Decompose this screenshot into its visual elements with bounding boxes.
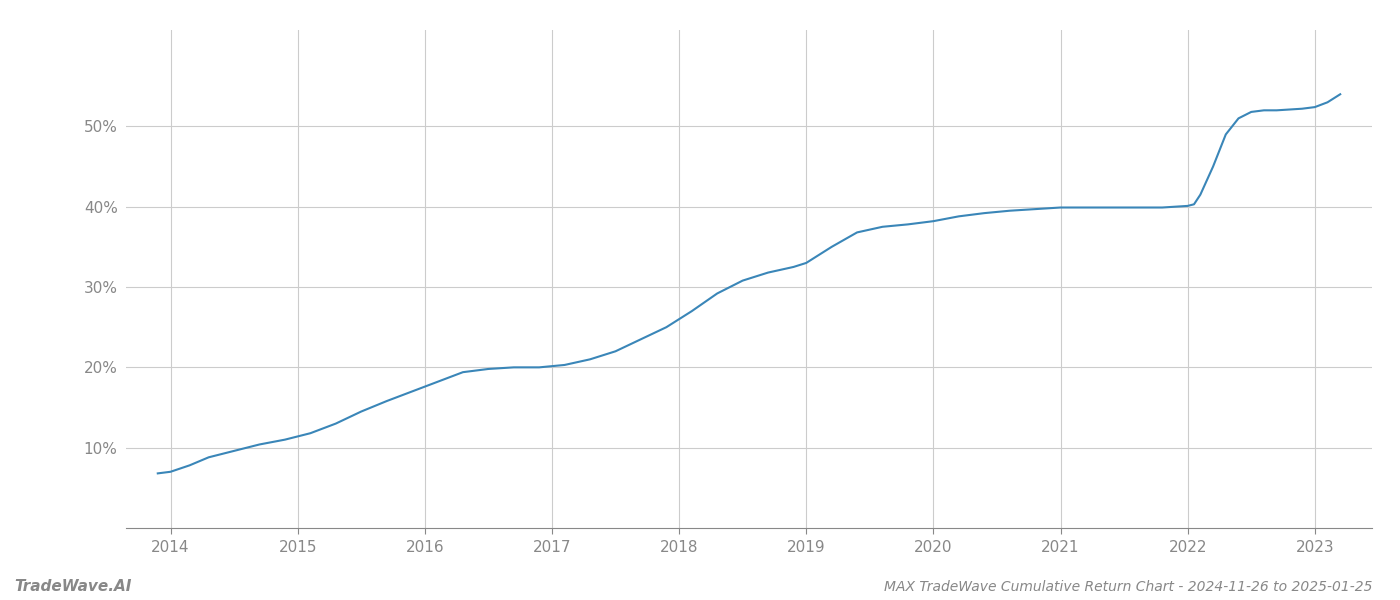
Text: MAX TradeWave Cumulative Return Chart - 2024-11-26 to 2025-01-25: MAX TradeWave Cumulative Return Chart - … (883, 580, 1372, 594)
Text: TradeWave.AI: TradeWave.AI (14, 579, 132, 594)
